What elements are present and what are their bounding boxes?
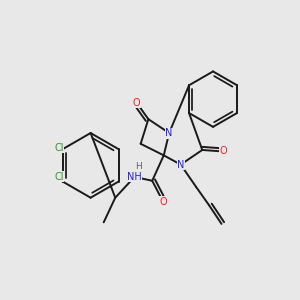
- Text: Cl: Cl: [54, 172, 64, 182]
- Text: H: H: [135, 162, 142, 171]
- Text: O: O: [133, 98, 141, 108]
- Text: N: N: [166, 128, 173, 138]
- Text: NH: NH: [127, 172, 142, 182]
- Text: O: O: [159, 196, 167, 206]
- Text: N: N: [177, 160, 184, 170]
- Text: O: O: [219, 146, 227, 157]
- Text: Cl: Cl: [54, 143, 64, 153]
